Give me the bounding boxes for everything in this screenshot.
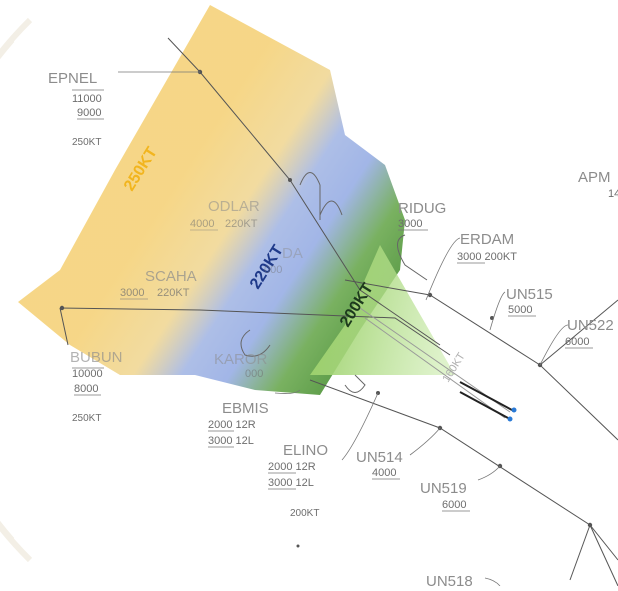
speed-limit: 220KT bbox=[157, 287, 190, 299]
waypoint-karor[interactable]: KAROR 000 bbox=[214, 351, 268, 380]
altitude-upper: 10000 bbox=[72, 368, 103, 380]
altitude: 5000 bbox=[508, 304, 532, 316]
speed-restriction-area bbox=[18, 5, 405, 395]
altitude: 6000 bbox=[565, 336, 589, 348]
svg-text:DA: DA bbox=[282, 245, 303, 262]
altitude: 3000 bbox=[120, 287, 144, 299]
waypoint-un515[interactable]: UN515 5000 bbox=[506, 286, 553, 317]
waypoint-name: UN519 bbox=[420, 480, 467, 497]
altitude: 14 bbox=[608, 188, 618, 200]
altitude: 4000 bbox=[372, 467, 396, 479]
speed-limit: 200KT bbox=[290, 508, 319, 519]
waypoint-un519[interactable]: UN519 6000 bbox=[420, 480, 470, 512]
waypoint-name: KAROR bbox=[214, 351, 268, 368]
altitude: 4000 bbox=[190, 218, 214, 230]
waypoint-name: ODLAR bbox=[208, 198, 260, 215]
waypoint-name: UN518 bbox=[426, 573, 473, 586]
waypoint-un518[interactable]: UN518 bbox=[426, 573, 473, 590]
waypoint-name: ERDAM bbox=[460, 231, 514, 248]
speed-limit: 250KT bbox=[72, 137, 101, 148]
waypoint-ridug[interactable]: RIDUG 3000 bbox=[398, 200, 446, 231]
altitude-12l: 3000 12L bbox=[268, 477, 314, 489]
holding-patterns bbox=[240, 172, 428, 393]
waypoint-name: SCAHA bbox=[145, 268, 197, 285]
waypoint-erdam[interactable]: ERDAM 3000 200KT bbox=[457, 231, 517, 264]
waypoint-odlar[interactable]: ODLAR 4000 220KT bbox=[190, 198, 260, 231]
waypoint-bubun[interactable]: BUBUN 10000 8000 250KT bbox=[70, 349, 123, 424]
waypoint-name: EPNEL bbox=[48, 70, 97, 87]
waypoint-name: UN522 bbox=[567, 317, 614, 334]
altitude: 3000 bbox=[398, 218, 422, 230]
waypoint-apm[interactable]: APM 14 bbox=[578, 169, 618, 200]
waypoint-fragment: DA 000 bbox=[264, 245, 303, 276]
waypoint-un514[interactable]: UN514 4000 bbox=[356, 449, 403, 480]
altitude: 000 bbox=[245, 368, 263, 380]
altitude: 3000 200KT bbox=[457, 251, 517, 263]
speed-limit: 250KT bbox=[72, 413, 101, 424]
waypoint-name: UN515 bbox=[506, 286, 553, 303]
altitude: 6000 bbox=[442, 499, 466, 511]
waypoint-epnel[interactable]: EPNEL 11000 9000 250KT bbox=[48, 70, 104, 148]
waypoint-name: EBMIS bbox=[222, 400, 269, 417]
waypoint-name: ELINO bbox=[283, 442, 328, 459]
waypoint-scaha[interactable]: SCAHA 3000 220KT bbox=[120, 268, 197, 300]
waypoint-name: UN514 bbox=[356, 449, 403, 466]
leader-lines bbox=[118, 71, 569, 587]
svg-text:000: 000 bbox=[264, 264, 282, 276]
waypoint-ebmis[interactable]: EBMIS 2000 12R 3000 12L bbox=[208, 400, 269, 448]
altitude-12l: 3000 12L bbox=[208, 435, 254, 447]
waypoint-elino[interactable]: ELINO 2000 12R 3000 12L 200KT bbox=[268, 442, 328, 519]
waypoint-name: BUBUN bbox=[70, 349, 123, 366]
altitude-lower: 8000 bbox=[74, 383, 98, 395]
altitude-upper: 11000 bbox=[72, 93, 102, 105]
waypoint-un522[interactable]: UN522 6000 bbox=[565, 317, 614, 349]
background-arcs bbox=[0, 17, 33, 563]
speed-limit: 220KT bbox=[225, 218, 258, 230]
waypoint-name: APM bbox=[578, 169, 611, 186]
altitude-12r: 2000 12R bbox=[208, 419, 256, 431]
final-approach-cone bbox=[310, 245, 455, 375]
routes bbox=[59, 37, 618, 587]
altitude-12r: 2000 12R bbox=[268, 461, 316, 473]
waypoint-name: RIDUG bbox=[398, 200, 446, 217]
altitude-lower: 9000 bbox=[77, 107, 101, 119]
